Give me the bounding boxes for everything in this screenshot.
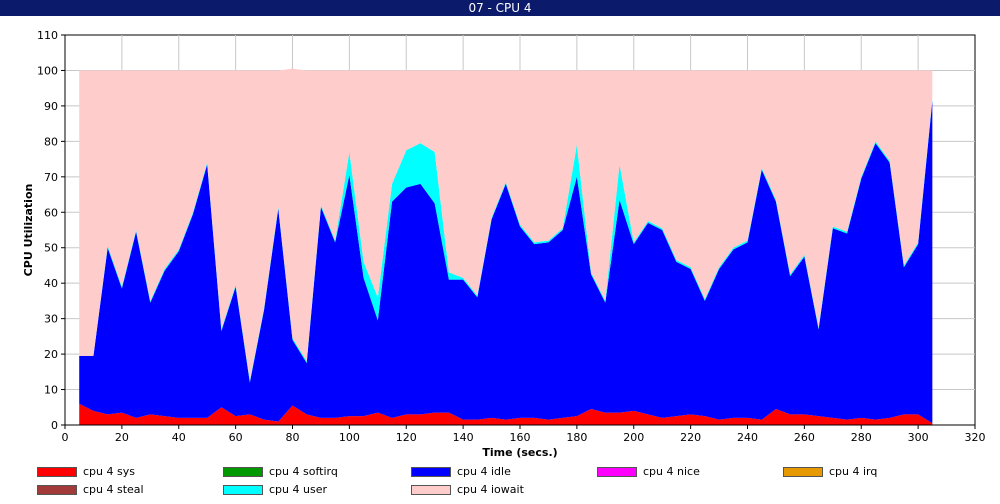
x-tick-label: 260 <box>794 431 815 444</box>
axes: 0 20 40 60 80 100 120 140 160 180 200 220 240 260 280 3… <box>37 29 986 444</box>
x-tick-label: 180 <box>566 431 587 444</box>
y-tick-label: 40 <box>44 277 58 290</box>
y-tick-label: 70 <box>44 171 58 184</box>
legend-label: cpu 4 idle <box>457 465 511 478</box>
x-tick-label: 100 <box>339 431 360 444</box>
x-tick-label: 80 <box>286 431 300 444</box>
legend-item: cpu 4 idle <box>411 466 511 480</box>
x-tick-label: 40 <box>172 431 186 444</box>
legend-swatch <box>597 467 637 477</box>
x-tick-label: 140 <box>453 431 474 444</box>
x-tick-label: 300 <box>908 431 929 444</box>
legend-item: cpu 4 steal <box>37 484 144 498</box>
legend-label: cpu 4 steal <box>83 483 144 496</box>
legend-swatch <box>223 485 263 495</box>
y-tick-label: 110 <box>37 29 58 42</box>
legend-swatch <box>411 485 451 495</box>
cpu-utilization-chart: 0 20 40 60 80 100 120 140 160 180 200 220 240 260 280 3… <box>22 29 986 459</box>
x-tick-label: 280 <box>851 431 872 444</box>
x-axis-title: Time (secs.) <box>482 446 557 459</box>
x-tick-label: 200 <box>623 431 644 444</box>
x-tick-label: 320 <box>965 431 986 444</box>
area-cpu-4-iowait <box>79 68 933 381</box>
legend-swatch <box>37 467 77 477</box>
legend: cpu 4 sys cpu 4 softirq cpu 4 idle cpu 4 ni… <box>0 462 1000 504</box>
legend-label: cpu 4 softirq <box>269 465 338 478</box>
legend-item: cpu 4 nice <box>597 466 700 480</box>
y-tick-label: 100 <box>37 64 58 77</box>
legend-swatch <box>783 467 823 477</box>
legend-label: cpu 4 iowait <box>457 483 524 496</box>
legend-label: cpu 4 nice <box>643 465 700 478</box>
y-tick-label: 20 <box>44 348 58 361</box>
y-tick-label: 30 <box>44 313 58 326</box>
legend-item: cpu 4 irq <box>783 466 877 480</box>
y-tick-label: 60 <box>44 206 58 219</box>
legend-item: cpu 4 softirq <box>223 466 338 480</box>
legend-item: cpu 4 sys <box>37 466 135 480</box>
stacked-areas <box>79 68 933 425</box>
window-title: 07 - CPU 4 <box>0 0 1000 16</box>
legend-label: cpu 4 sys <box>83 465 135 478</box>
x-tick-label: 0 <box>62 431 69 444</box>
legend-label: cpu 4 irq <box>829 465 878 478</box>
legend-item: cpu 4 iowait <box>411 484 524 498</box>
x-tick-label: 240 <box>737 431 758 444</box>
x-tick-label: 160 <box>510 431 531 444</box>
area-cpu-4-idle <box>79 100 933 424</box>
x-tick-label: 60 <box>229 431 243 444</box>
y-tick-label: 10 <box>44 384 58 397</box>
legend-swatch <box>223 467 263 477</box>
x-tick-label: 20 <box>115 431 129 444</box>
y-tick-label: 0 <box>51 419 58 432</box>
legend-swatch <box>37 485 77 495</box>
legend-swatch <box>411 467 451 477</box>
x-tick-label: 120 <box>396 431 417 444</box>
legend-label: cpu 4 user <box>269 483 327 496</box>
y-tick-label: 50 <box>44 242 58 255</box>
x-tick-label: 220 <box>680 431 701 444</box>
y-tick-label: 90 <box>44 100 58 113</box>
y-tick-label: 80 <box>44 135 58 148</box>
legend-item: cpu 4 user <box>223 484 327 498</box>
y-axis-title: CPU Utilization <box>22 184 35 277</box>
